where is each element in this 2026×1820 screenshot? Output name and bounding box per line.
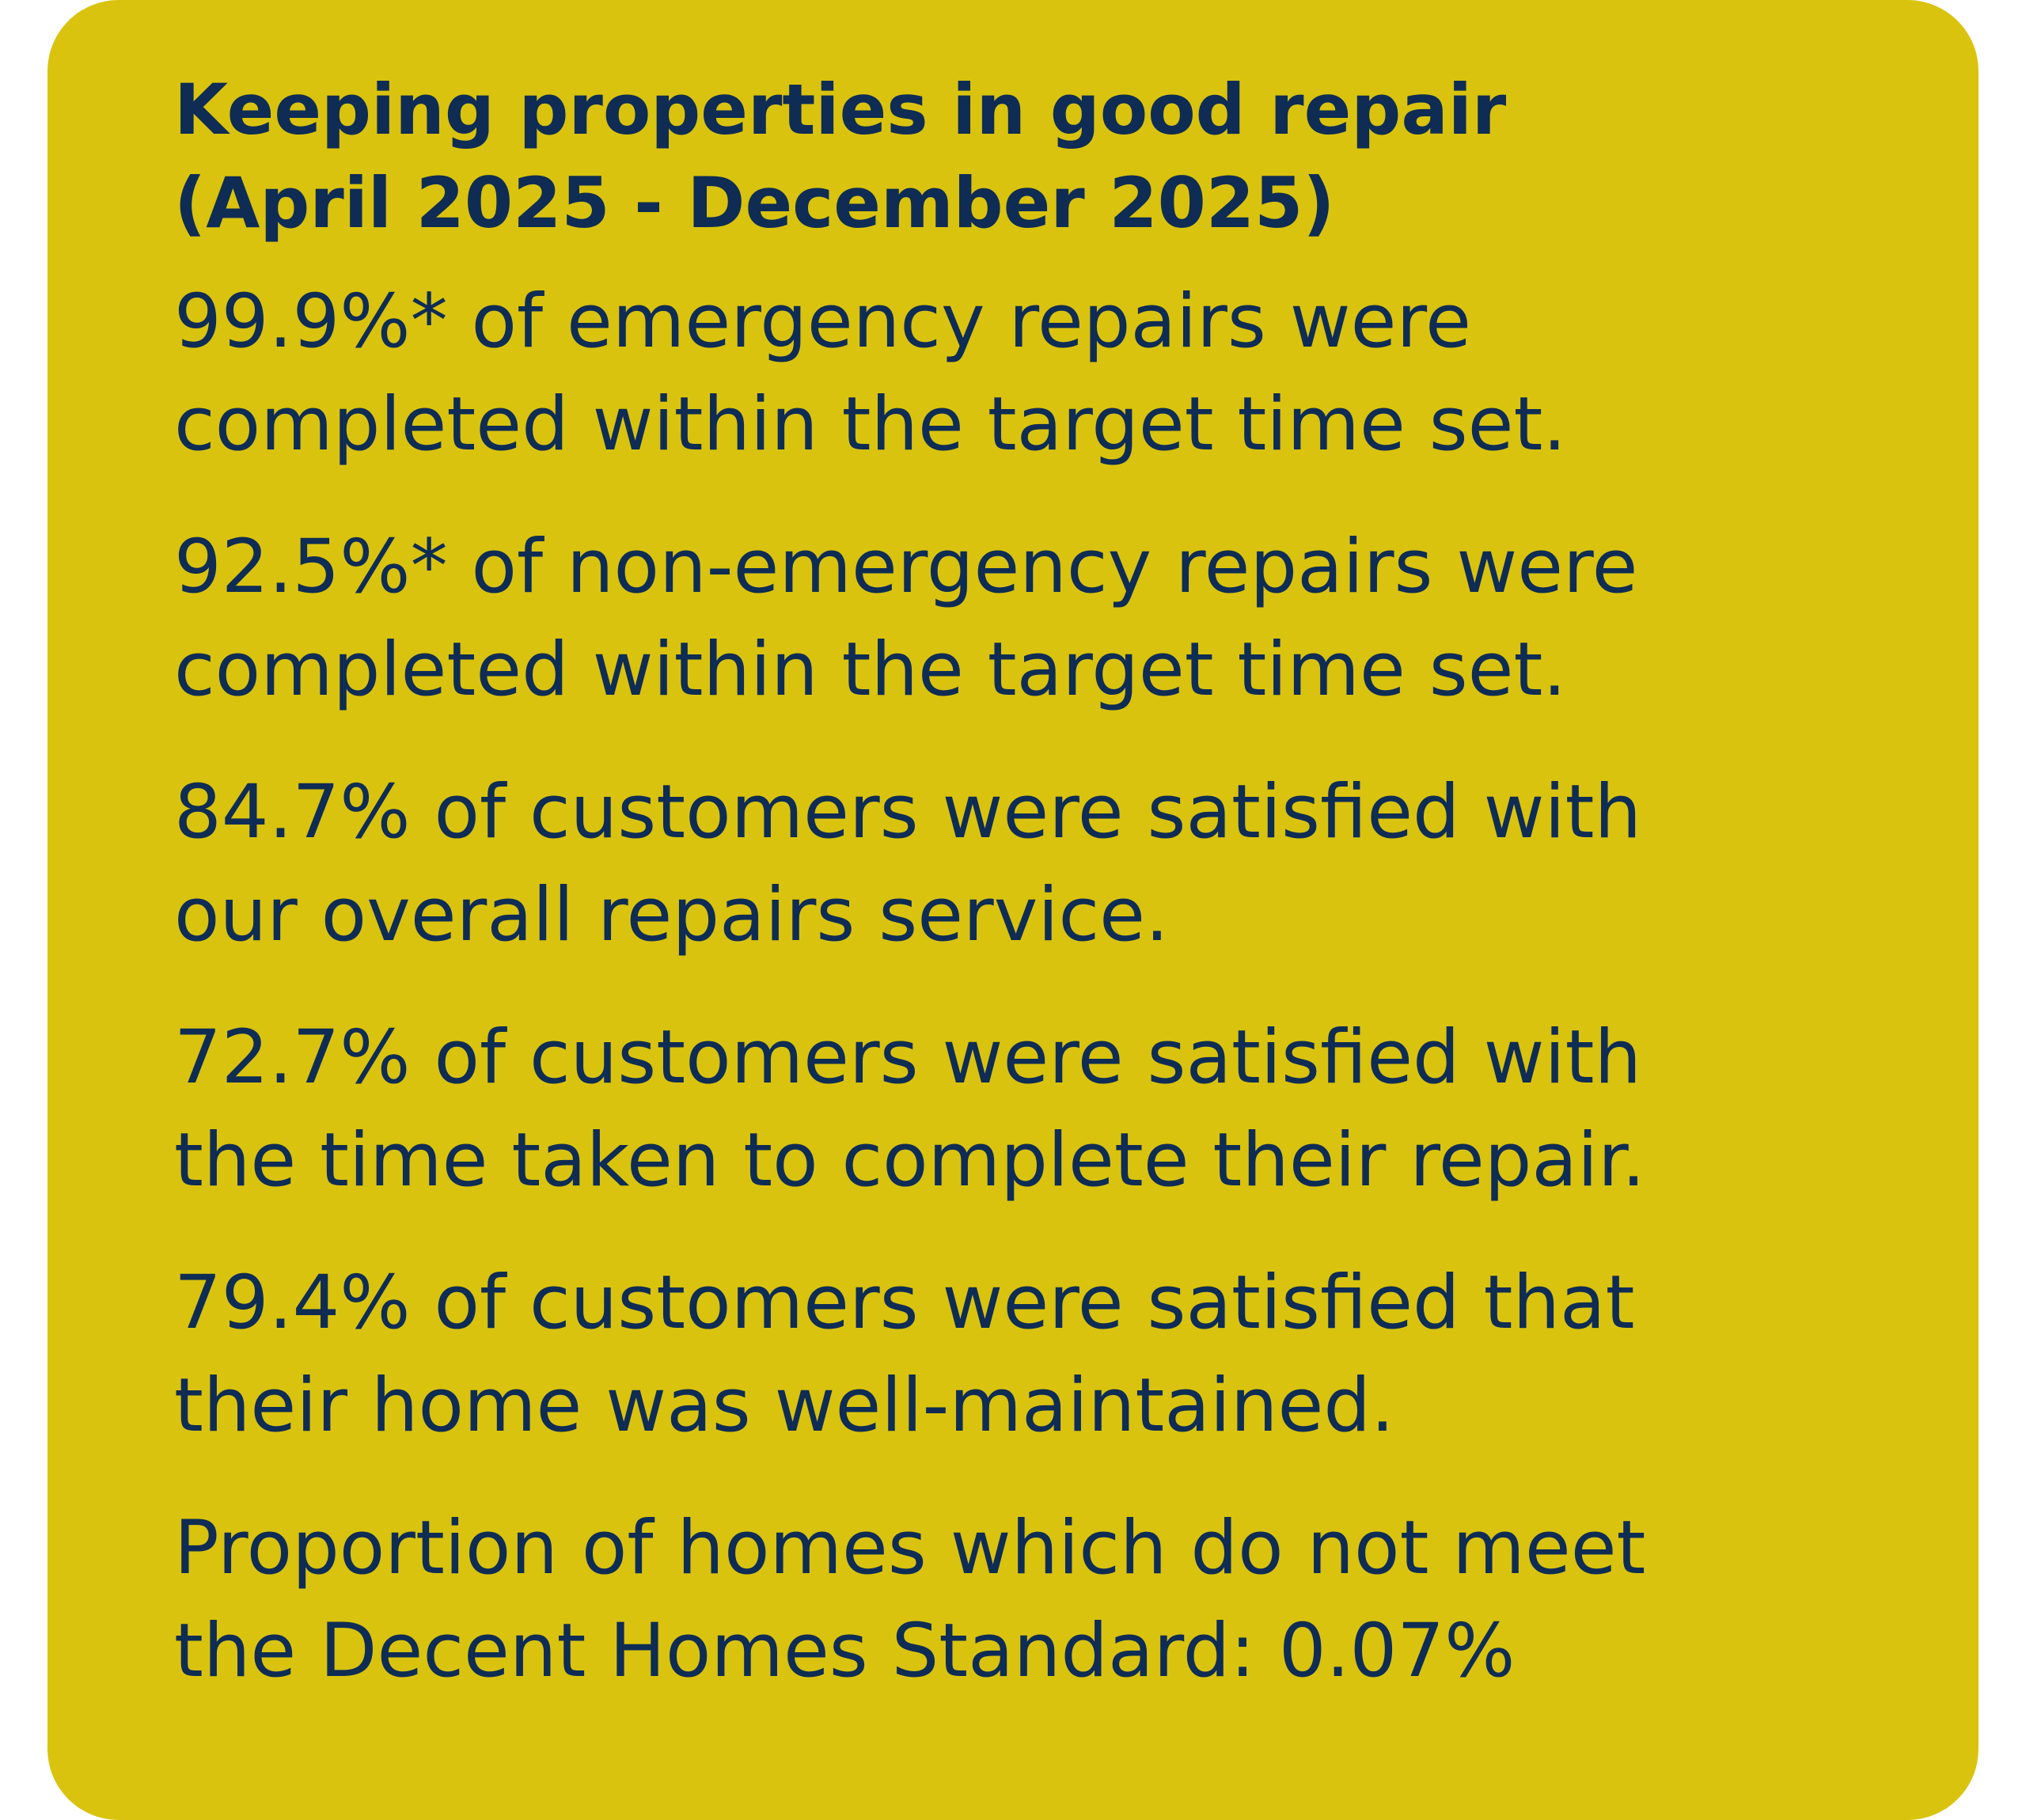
repairs-summary-card: Keeping properties in good repair (April… — [47, 0, 1979, 1820]
stat-text: our overall repairs service. — [174, 872, 1169, 958]
stat-text: the time taken to complete their repair. — [174, 1117, 1646, 1204]
stat-time-taken-satisfaction: 72.7% of customers were satisfied with t… — [174, 1007, 1979, 1212]
stat-text: 92.5%* of non-emergency repairs were — [174, 524, 1638, 610]
stat-text: 99.9%* of emergency repairs were — [174, 279, 1471, 365]
card-title: Keeping properties in good repair (April… — [174, 63, 1979, 250]
stat-text: completed within the target time set. — [174, 627, 1567, 713]
stat-text: Proportion of homes which do not meet — [174, 1505, 1646, 1591]
stat-emergency-repairs: 99.9%* of emergency repairs were complet… — [174, 271, 1979, 476]
stat-text: 84.7% of customers were satisfied with — [174, 769, 1642, 855]
stat-home-maintained-satisfaction: 79.4% of customers were satisfied that t… — [174, 1252, 1979, 1458]
stat-text: 72.7% of customers were satisfied with — [174, 1014, 1642, 1101]
stat-text: completed within the target time set. — [174, 381, 1567, 468]
stat-text: 79.4% of customers were satisfied that — [174, 1260, 1635, 1346]
stat-non-emergency-repairs: 92.5%* of non-emergency repairs were com… — [174, 516, 1979, 722]
stat-decent-homes-standard: Proportion of homes which do not meet th… — [174, 1497, 1979, 1703]
stat-overall-satisfaction: 84.7% of customers were satisfied with o… — [174, 761, 1979, 967]
title-line-1: Keeping properties in good repair — [174, 69, 1507, 150]
stat-text: the Decent Homes Standard: 0.07% — [174, 1608, 1516, 1694]
stat-text: their home was well-maintained. — [174, 1363, 1394, 1449]
title-line-2: (April 2025 - December 2025) — [174, 162, 1335, 244]
